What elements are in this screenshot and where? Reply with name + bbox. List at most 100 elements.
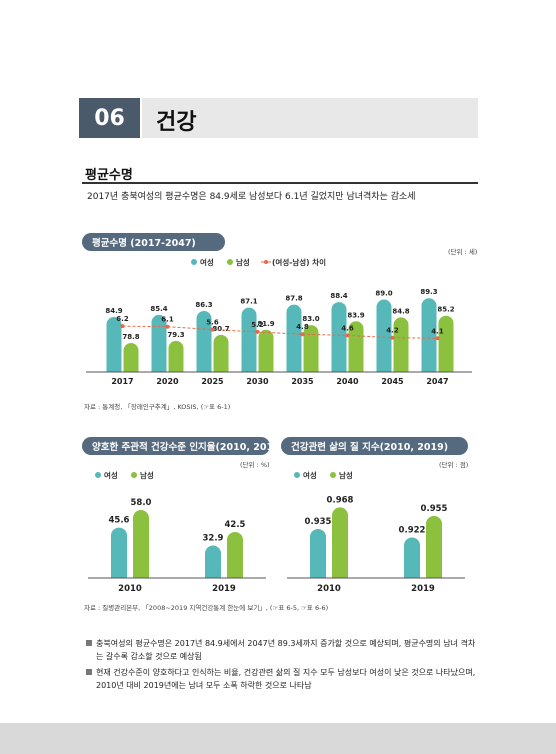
gap-point	[435, 336, 440, 341]
chart2-3-source: 자료 : 질병관리본부, 「2008~2019 지역건강통계 한눈에 보기」, …	[84, 604, 329, 612]
bullet-text: 현재 건강수준이 양호하다고 인식하는 비율, 건강관련 삶의 질 지수 모두 …	[96, 668, 476, 690]
chart1-source: 자료 : 통계청, 「장래인구추계」, KOSIS, (☞표 6-1)	[84, 403, 231, 411]
value-label: 84.8	[392, 307, 409, 315]
bar-female	[151, 314, 167, 372]
bar-female	[205, 545, 221, 578]
legend-swatch	[330, 472, 336, 478]
chart1-unit: (단위 : 세)	[448, 248, 478, 256]
footer-band	[0, 723, 556, 754]
value-label: 87.8	[285, 295, 302, 303]
legend-label: 여성	[303, 470, 317, 480]
bullet-square-icon	[86, 640, 92, 646]
chart3-quality-of-life: 여성 남성 0.935 0.968 2010 0.922 0.955 2019	[287, 470, 465, 594]
bar-female	[106, 317, 122, 372]
legend-swatch	[264, 260, 268, 264]
chart1-title: 평균수명 (2017-2047)	[82, 233, 225, 251]
gap-point	[210, 327, 215, 332]
value-label: 81.9	[257, 320, 274, 328]
gap-label: 5.2	[251, 321, 264, 329]
bar-male	[438, 315, 454, 372]
x-tick-label: 2025	[201, 377, 224, 386]
value-label: 78.8	[122, 333, 139, 341]
bar-female	[286, 304, 302, 372]
value-label: 89.0	[375, 290, 392, 298]
value-label: 79.3	[167, 331, 184, 339]
legend-swatch	[294, 472, 300, 478]
value-label: 83.0	[302, 315, 319, 323]
chart2-unit: (단위 : %)	[240, 461, 270, 469]
x-tick-label: 2010	[118, 584, 142, 594]
bar-male	[227, 531, 243, 578]
gap-label: 5.6	[206, 319, 219, 327]
section-number: 06	[79, 98, 140, 138]
legend-label: 남성	[236, 257, 250, 267]
legend-label: (여성-남성) 차이	[272, 257, 326, 267]
value-label: 84.9	[105, 307, 122, 315]
bullet-item: 충북여성의 평균수명은 2017년 84.9세에서 2047년 89.3세까지 …	[86, 637, 478, 663]
gap-label: 4.8	[296, 323, 309, 331]
x-tick-label: 2020	[156, 377, 179, 386]
bar-male	[123, 343, 139, 372]
x-tick-label: 2040	[336, 377, 359, 386]
x-tick-label: 2047	[426, 377, 448, 386]
bar-male	[348, 321, 364, 372]
value-label: 83.9	[347, 311, 364, 319]
gap-label: 6.2	[116, 315, 129, 323]
gap-label: 6.1	[161, 316, 174, 324]
section-title: 건강	[156, 110, 197, 135]
bar-female	[310, 528, 326, 578]
gap-point	[255, 329, 260, 334]
legend-label: 남성	[339, 470, 353, 480]
bar-male	[168, 340, 184, 372]
bar-male	[258, 329, 274, 372]
value-label: 45.6	[109, 516, 130, 526]
x-tick-label: 2019	[212, 584, 236, 594]
value-label: 32.9	[203, 534, 224, 544]
gap-line	[122, 325, 438, 339]
bar-female	[331, 302, 347, 372]
value-label: 85.2	[437, 306, 454, 314]
bar-male	[426, 515, 442, 578]
legend-swatch	[131, 472, 137, 478]
gap-label: 4.6	[341, 324, 354, 332]
gap-label: 4.2	[386, 327, 399, 335]
value-label: 88.4	[330, 292, 347, 300]
bar-male	[393, 317, 409, 372]
bar-female	[376, 299, 392, 372]
value-label: 89.3	[420, 288, 437, 296]
gap-point	[165, 324, 170, 329]
bar-male	[332, 507, 348, 578]
subsection-title: 평균수명	[85, 168, 133, 183]
x-tick-label: 2017	[111, 377, 133, 386]
value-label: 0.955	[421, 504, 448, 514]
x-tick-label: 2045	[381, 377, 404, 386]
bar-female	[421, 298, 437, 372]
value-label: 86.3	[195, 301, 212, 309]
section-header: 06 건강	[79, 98, 478, 138]
legend-label: 여성	[200, 257, 214, 267]
x-tick-label: 2019	[411, 584, 435, 594]
legend-swatch	[227, 259, 233, 265]
value-label: 42.5	[225, 520, 246, 530]
legend-swatch	[191, 259, 197, 265]
value-label: 58.0	[131, 498, 152, 508]
gap-point	[120, 324, 125, 329]
bar-female	[404, 537, 420, 578]
subsection-divider	[82, 182, 478, 184]
legend-label: 남성	[140, 470, 154, 480]
x-tick-label: 2010	[317, 584, 341, 594]
subsection-summary: 2017년 충북여성의 평균수명은 84.9세로 남성보다 6.1년 길었지만 …	[87, 192, 416, 202]
x-tick-label: 2035	[291, 377, 314, 386]
legend-swatch	[95, 472, 101, 478]
chart1-life-expectancy: 여성 남성 (여성-남성) 차이 84.9 78.8 2017 85.4 79.3 2020 86…	[86, 257, 472, 386]
gap-point	[390, 335, 395, 340]
value-label: 87.1	[240, 298, 257, 306]
bar-female	[196, 311, 212, 372]
summary-bullets: 충북여성의 평균수명은 2017년 84.9세에서 2047년 89.3세까지 …	[86, 637, 478, 695]
section-title-box: 건강	[142, 98, 478, 138]
bar-male	[213, 334, 229, 372]
value-label: 0.935	[305, 517, 332, 527]
bar-female	[111, 527, 127, 578]
value-label: 80.7	[212, 325, 229, 333]
chart2-subjective-health: 여성 남성 45.658.0 2010 32.942.5 2019	[88, 470, 266, 594]
